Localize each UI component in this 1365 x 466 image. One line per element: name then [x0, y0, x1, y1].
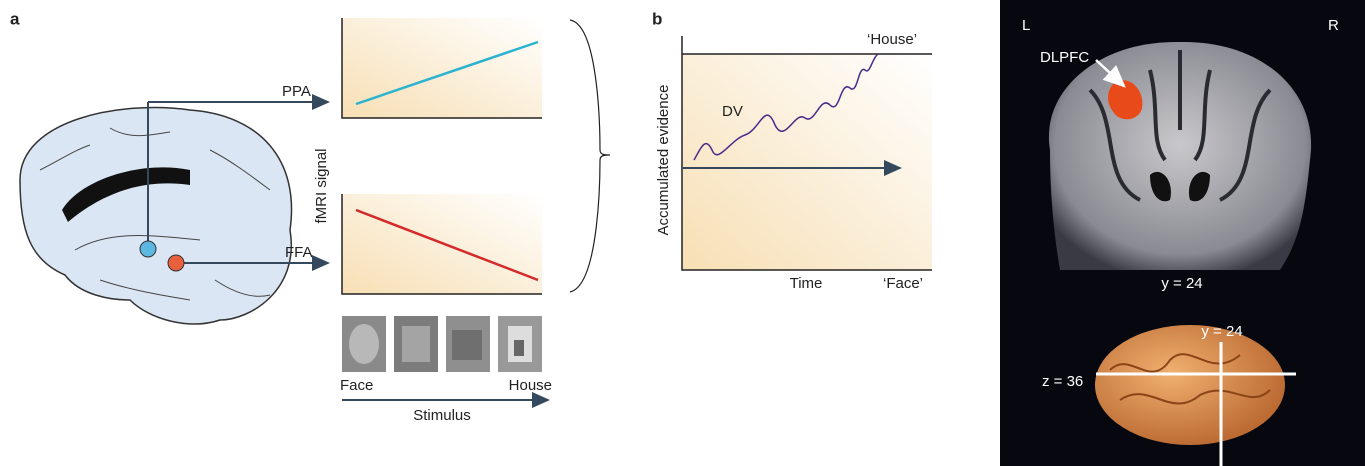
stimulus-images: [342, 316, 542, 372]
region-label: DLPFC: [1040, 49, 1089, 66]
axes: [341, 194, 542, 295]
bound-label: ‘House’: [867, 31, 917, 48]
panel-label: a: [10, 9, 20, 28]
plot-bg: [682, 54, 932, 270]
plot-bg: [342, 18, 542, 118]
ppa-marker: [139, 240, 157, 258]
coronal-slice: [1048, 41, 1312, 270]
dv-curve: [693, 53, 879, 161]
axis-label: Time: [790, 275, 823, 292]
axis-label: Accumulated evidence: [655, 85, 672, 236]
region-label: PPA: [282, 83, 311, 100]
ppa-line: [355, 40, 539, 106]
stimulus-start: Face: [340, 377, 373, 394]
brace: [569, 19, 611, 293]
slice-label: y = 24: [1201, 323, 1242, 340]
bound-label: ‘Face’: [883, 275, 923, 292]
panel-label: b: [652, 9, 662, 28]
region-arrow: [1095, 59, 1126, 88]
ffa-marker: [167, 254, 185, 272]
stimulus-label: Stimulus: [413, 407, 471, 424]
stimulus-end: House: [509, 377, 552, 394]
axes: [681, 36, 932, 271]
ffa-line: [355, 208, 539, 282]
hemisphere-label: L: [1022, 17, 1030, 34]
sulci: [1109, 353, 1271, 405]
medial-brain: [19, 106, 293, 325]
slice-label: y = 24: [1161, 275, 1202, 292]
sagittal-brain: [1095, 325, 1285, 445]
region-label: FFA: [285, 244, 313, 261]
hemisphere-label: R: [1328, 17, 1339, 34]
axes: [341, 18, 542, 119]
slice-label: z = 36: [1042, 373, 1083, 390]
curve-label: DV: [722, 103, 743, 120]
axis-label: fMRI signal: [313, 148, 330, 223]
